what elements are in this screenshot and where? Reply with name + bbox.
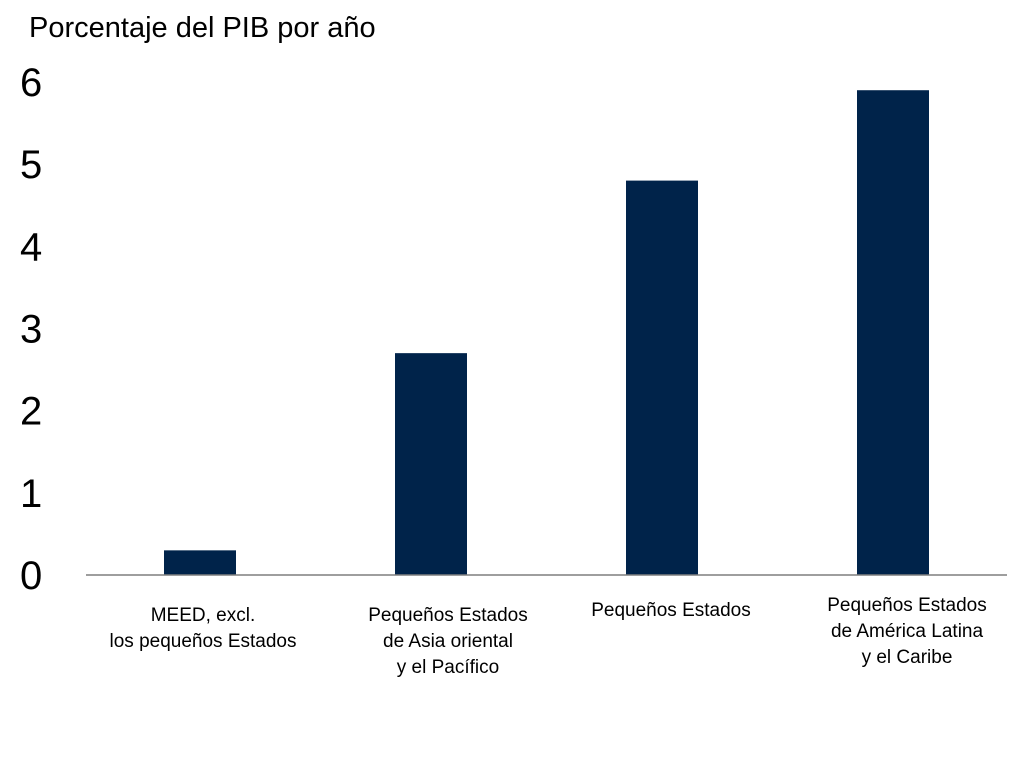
bar-1 xyxy=(395,353,467,575)
y-tick-label-4: 4 xyxy=(20,225,42,269)
y-tick-label-3: 3 xyxy=(20,308,42,352)
bar-2 xyxy=(626,180,698,575)
y-tick-label-0: 0 xyxy=(20,554,42,598)
x-category-label-2: Pequeños Estados xyxy=(591,600,751,621)
x-category-label-3: Pequeños Estados de América Latina y el … xyxy=(827,595,987,668)
bar-0 xyxy=(164,550,236,575)
y-axis-title: Porcentaje del PIB por año xyxy=(29,12,376,44)
y-tick-label-5: 5 xyxy=(20,143,42,187)
y-tick-label-1: 1 xyxy=(20,472,42,516)
y-tick-label-2: 2 xyxy=(20,390,42,434)
bar-3 xyxy=(857,90,929,575)
x-category-label-0: MEED, excl. los pequeños Estados xyxy=(109,605,297,652)
y-tick-label-6: 6 xyxy=(20,61,42,105)
x-category-label-1: Pequeños Estados de Asia oriental y el P… xyxy=(368,605,528,678)
